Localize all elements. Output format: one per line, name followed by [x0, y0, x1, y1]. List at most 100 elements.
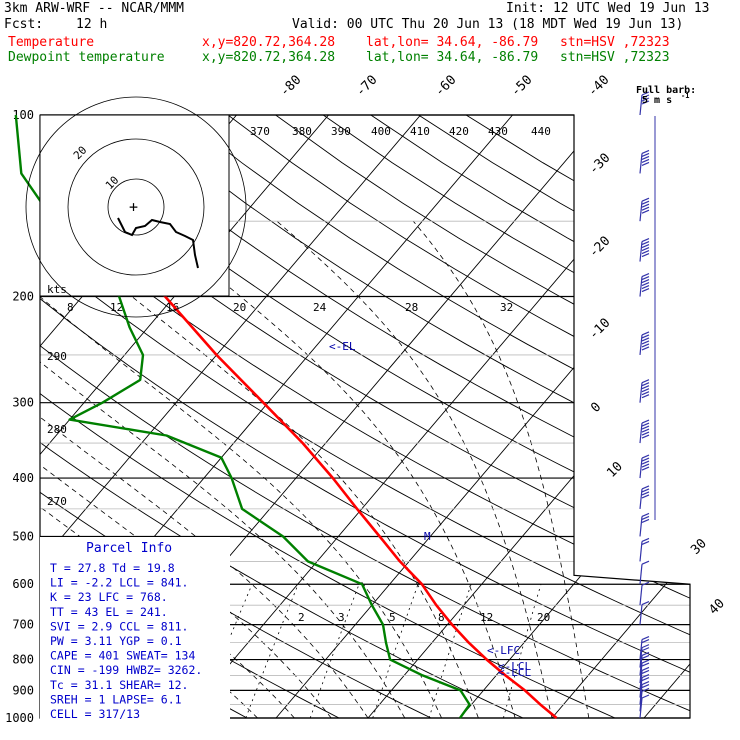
wind-barb-flag [641, 346, 650, 351]
theta-label: 280 [47, 423, 67, 436]
wind-barb [639, 419, 650, 444]
isotherm-line [183, 115, 690, 718]
wind-barb-flag [641, 382, 650, 387]
wind-barb-flag [641, 681, 650, 686]
wind-barb-flag [641, 287, 650, 293]
wind-barb-flag [641, 466, 650, 471]
wind-barb-flag [641, 684, 650, 689]
wind-barb-flag [641, 515, 650, 521]
wind-barb-flag [641, 537, 650, 542]
wind-barb-flag [641, 197, 650, 202]
wind-barb-flag [641, 454, 650, 459]
mixing-ratio-label: 28 [405, 301, 418, 314]
wind-barb-flag [641, 334, 650, 339]
mixing-ratio-label: 12 [480, 611, 493, 624]
wind-barb [639, 454, 650, 479]
dry-adiabat-line [370, 115, 690, 718]
mixing-ratio-label: 32 [500, 301, 513, 314]
pressure-label: 400 [12, 471, 34, 485]
wind-barb-flag [641, 651, 650, 656]
moist-adiabat-line [276, 220, 553, 718]
wind-barb-flag [641, 687, 650, 692]
parcel-info-row: TT = 43 EL = 241. [50, 605, 168, 619]
wind-barb-staff [639, 585, 643, 606]
parcel-info-row: PW = 3.11 YGP = 0.1 [50, 634, 182, 648]
wind-barb-staff [639, 604, 643, 625]
theta-label: 390 [331, 125, 351, 138]
moist-adiabat-line [40, 220, 369, 718]
wind-barb-flag [641, 581, 650, 586]
wind-barb-staff [639, 382, 643, 403]
wind-barb-flag [641, 391, 650, 396]
wind-barb-flag [641, 238, 650, 243]
wind-barb-flag [641, 284, 650, 290]
wind-barb-staff [639, 691, 643, 712]
barb-scale-title: Full barb: [636, 85, 696, 96]
pressure-label: 300 [12, 396, 34, 410]
isotherm-line [275, 115, 690, 718]
wind-barb-staff [639, 201, 643, 222]
wind-barb-staff [639, 488, 643, 509]
wind-barb-staff [639, 647, 643, 668]
wind-barb-flag [641, 674, 650, 679]
dewpoint-xy: x,y=820.72,364.28 [202, 50, 336, 65]
wind-barb [639, 272, 650, 297]
dewpoint-legend-label: Dewpoint temperature [8, 50, 165, 65]
wind-barb-flag [641, 241, 650, 246]
parcel-info-row: LI = -2.2 LCL = 841. [50, 576, 188, 590]
mixing-ratio-line [309, 584, 360, 718]
pressure-label: 100 [12, 108, 34, 122]
parcel-info-row: Tc = 31.1 SHEAR= 12. [50, 678, 188, 692]
isotherm-line [40, 115, 329, 718]
parcel-info-row: T = 27.8 Td = 19.8 [50, 561, 175, 575]
wind-barb-flag [641, 491, 650, 496]
dewpoint-station: stn=HSV ,72323 [560, 50, 670, 65]
wind-barb-flag [641, 644, 650, 649]
valid-time: Valid: 00 UTC Thu 20 Jun 13 (18 MDT Wed … [292, 17, 684, 32]
wind-barb-flag [641, 203, 650, 208]
theta-label: 270 [47, 495, 67, 508]
wind-barb-flag [641, 601, 650, 606]
theta-label: 370 [250, 125, 270, 138]
wind-barb-flag [641, 275, 650, 281]
theta-label: 380 [292, 125, 312, 138]
pressure-label: 1000 [5, 711, 34, 725]
m-marker: M [424, 530, 431, 543]
wind-barb [639, 601, 650, 625]
wind-barb-flag [641, 149, 650, 154]
isotherm-line [551, 115, 690, 718]
isotherm-line [40, 115, 421, 718]
wind-barb-flag [641, 425, 650, 430]
moist-adiabat-line [40, 220, 406, 718]
wind-barb-staff [639, 94, 643, 116]
theta-label: 420 [449, 125, 469, 138]
wind-barb-flag [641, 666, 650, 671]
moist-adiabat-line [42, 220, 479, 718]
wind-barb-staff [639, 153, 643, 174]
dry-adiabat-line [227, 115, 690, 718]
wind-barb-flag [641, 394, 650, 399]
isotherm-label: -60 [432, 73, 459, 100]
wind-barb [639, 197, 650, 222]
hodograph-trace [117, 217, 199, 269]
pressure-label: 500 [12, 529, 34, 543]
wind-barb-flag [641, 97, 650, 102]
wind-barb-flag [641, 388, 650, 393]
isotherm-label: -20 [586, 234, 613, 261]
isotherm-line [643, 115, 690, 718]
wind-barb [639, 651, 650, 676]
isotherm-label: -50 [508, 73, 535, 100]
parcel-info-panel [40, 537, 230, 727]
hodograph-ring [67, 138, 205, 276]
wind-barb [639, 644, 650, 668]
mixing-ratio-label: 3 [338, 611, 345, 624]
wind-barb [639, 485, 650, 509]
wind-barb-staff [639, 655, 643, 676]
dry-adiabat-line [418, 115, 690, 718]
wind-barb-flag [641, 485, 650, 490]
wind-barb-flag [641, 91, 650, 96]
isotherm-label: 40 [706, 596, 728, 618]
ccl-marker: <-LCL [498, 666, 531, 679]
pressure-label: 900 [12, 683, 34, 697]
